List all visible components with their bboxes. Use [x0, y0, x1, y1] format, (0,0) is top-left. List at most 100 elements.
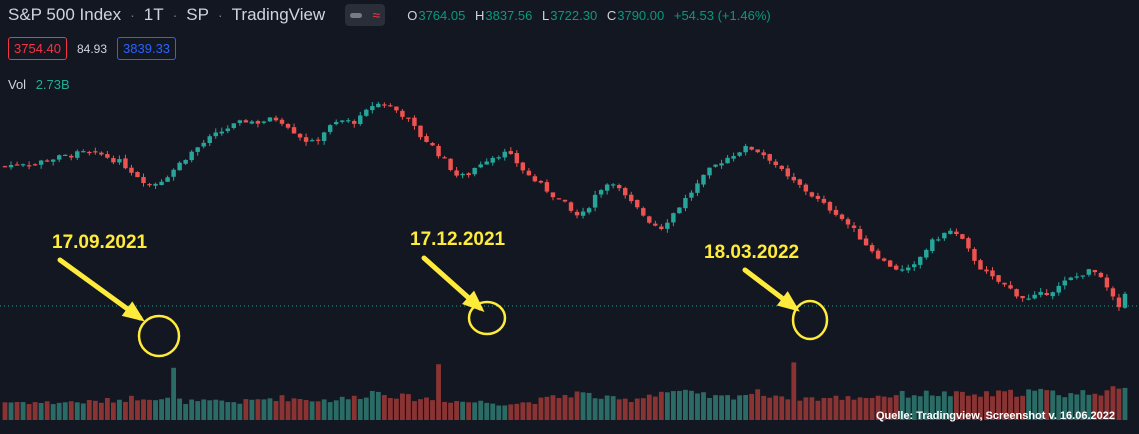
candle-body — [237, 120, 243, 123]
candle-body — [785, 168, 791, 177]
volume-bar — [225, 402, 231, 420]
volume-bar — [881, 396, 887, 420]
volume-bar — [1020, 395, 1026, 420]
candle-body — [147, 184, 152, 186]
volume-bar — [454, 401, 460, 420]
volume-bar — [839, 399, 845, 420]
candle-body — [279, 119, 285, 124]
volume-bar — [26, 404, 32, 420]
volume-bar — [496, 405, 502, 420]
candle-body — [382, 104, 387, 106]
candle-body — [376, 103, 381, 108]
candle-body — [580, 211, 586, 216]
candle-body — [339, 120, 345, 122]
candle-body — [978, 260, 983, 270]
volume-bar — [941, 391, 947, 420]
volume-bar — [1122, 387, 1128, 420]
candle-body — [797, 179, 803, 185]
candle-body — [833, 209, 839, 215]
volume-bar — [153, 400, 158, 420]
volume-bar — [851, 399, 857, 420]
symbol-name[interactable]: S&P 500 Index — [8, 5, 122, 24]
annotation-date-3: 18.03.2022 — [704, 242, 800, 263]
candle-body — [912, 264, 917, 268]
candle-body — [243, 120, 249, 123]
spread-value: 84.93 — [77, 41, 108, 56]
volume-bar — [634, 398, 640, 420]
exchange-label: SP — [186, 5, 209, 24]
visibility-toggle[interactable]: ≈ — [345, 4, 386, 26]
volume-bar — [791, 362, 797, 420]
volume-bar — [183, 404, 189, 420]
candle-body — [942, 232, 947, 239]
volume-bar — [713, 395, 718, 420]
volume-bar — [875, 395, 881, 420]
volume-bar — [628, 402, 634, 420]
candle-body — [56, 155, 62, 160]
candle-body — [8, 165, 14, 168]
volume-bar — [972, 394, 977, 420]
volume-bar — [472, 402, 478, 420]
candle-body — [69, 155, 74, 158]
volume-bar — [466, 402, 472, 420]
candle-body — [448, 158, 453, 170]
sell-price-box[interactable]: 3754.40 — [8, 37, 67, 60]
candle-body — [177, 162, 182, 171]
volume-bar — [899, 390, 905, 420]
candle-body — [665, 222, 670, 229]
volume-legend[interactable]: Vol 2.73B — [8, 77, 70, 92]
volume-bar — [526, 402, 532, 420]
candle-body — [899, 269, 905, 271]
candle-body — [556, 198, 562, 200]
volume-bar — [159, 399, 164, 420]
volume-bar — [978, 396, 983, 420]
candle-body — [1068, 277, 1074, 280]
volume-bar — [1068, 393, 1074, 420]
volume-bar — [737, 395, 743, 420]
candle-body — [165, 177, 170, 182]
candle-body — [129, 167, 134, 173]
candle-body — [285, 124, 291, 128]
volume-bar — [568, 397, 574, 420]
candle-body — [767, 154, 772, 161]
candle-body — [869, 245, 875, 252]
low-label: L — [541, 7, 550, 23]
candle-body — [14, 164, 20, 166]
candle-body — [863, 238, 869, 246]
candle-body — [725, 157, 730, 164]
buy-price-box[interactable]: 3839.33 — [117, 37, 177, 60]
volume-bars — [2, 362, 1128, 420]
candle-body — [44, 160, 50, 162]
candle-body — [315, 139, 321, 141]
volume-bar — [1038, 388, 1044, 420]
volume-bar — [966, 395, 971, 420]
volume-bar — [279, 395, 285, 420]
volume-bar — [2, 402, 8, 420]
volume-bar — [990, 396, 995, 420]
volume-bar — [424, 397, 429, 420]
candle-body — [297, 133, 303, 138]
candle-body — [99, 152, 104, 155]
interval-label[interactable]: 1T — [143, 5, 164, 24]
candle-body — [875, 250, 881, 259]
candle-body — [490, 157, 495, 163]
volume-bar — [701, 392, 706, 420]
candle-body — [105, 154, 110, 158]
annotation-arrow-head — [776, 291, 800, 312]
volume-bar — [448, 402, 454, 420]
volume-bar — [387, 397, 393, 420]
candle-body — [153, 183, 158, 186]
eye-icon — [350, 12, 363, 18]
candle-body — [303, 137, 309, 142]
symbol-header[interactable]: S&P 500 Index · 1T · SP · TradingView ≈ … — [8, 4, 777, 26]
close-label: C — [606, 7, 617, 23]
volume-bar — [321, 399, 327, 420]
volume-bar — [658, 391, 664, 420]
candle-body — [111, 158, 116, 163]
candle-body — [213, 132, 218, 137]
candle-body — [38, 160, 44, 165]
volume-bar — [484, 402, 490, 420]
volume-bar — [165, 397, 170, 420]
volume-bar — [502, 405, 508, 420]
